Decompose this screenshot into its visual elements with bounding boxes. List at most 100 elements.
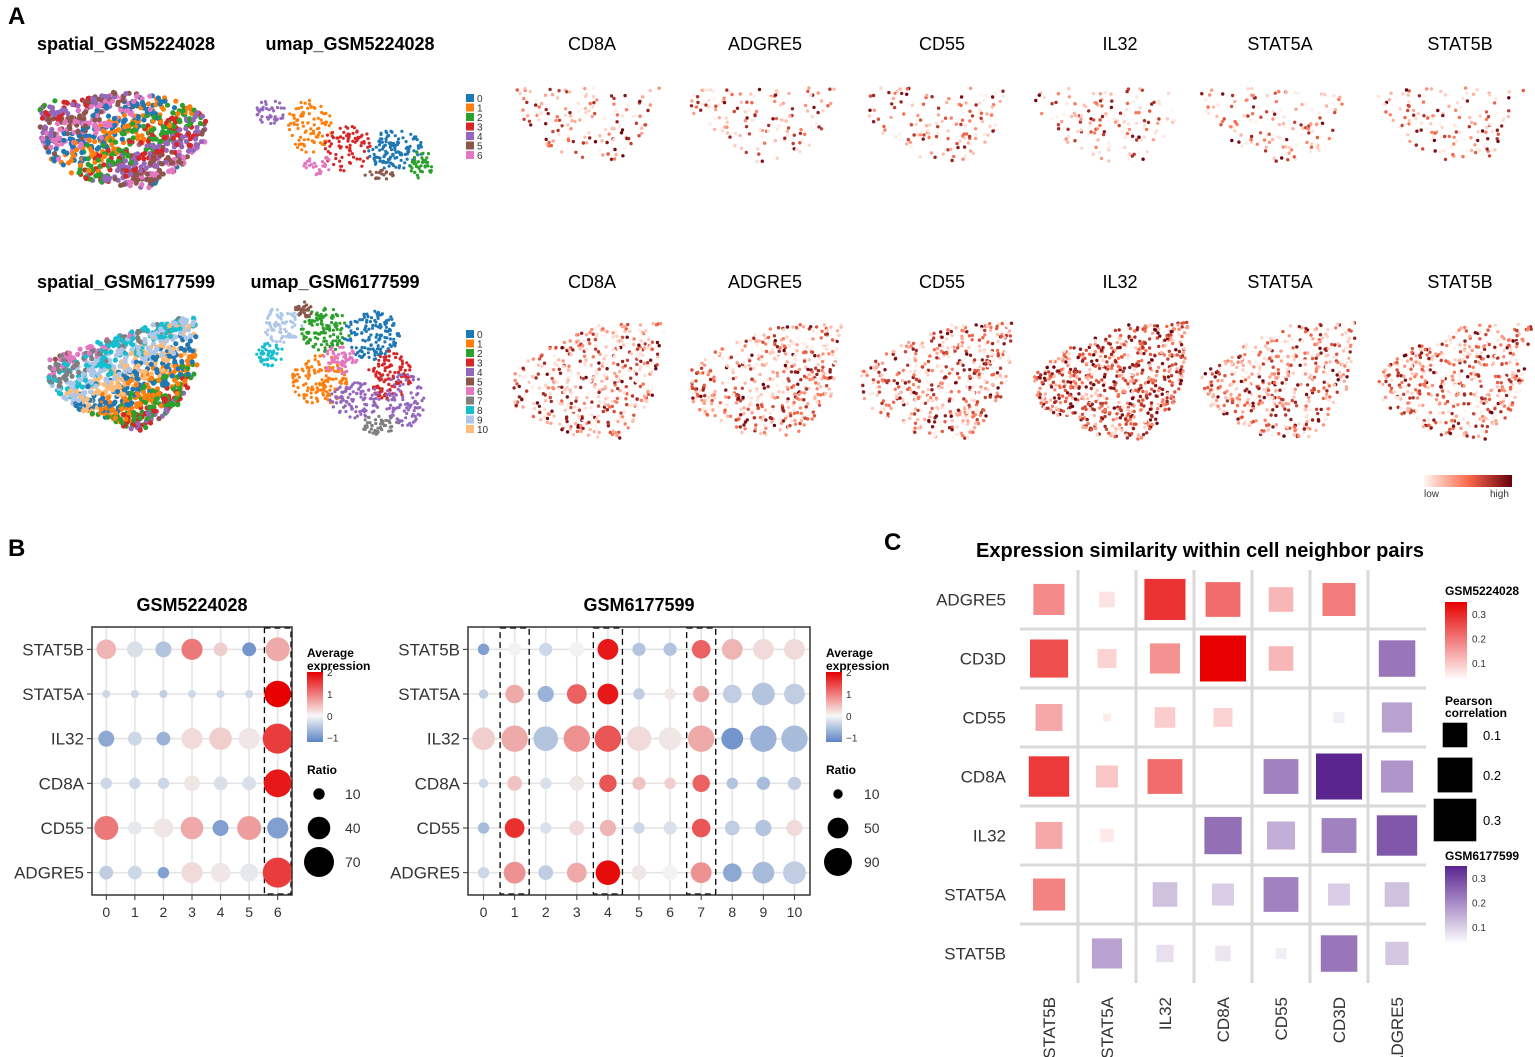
umap-cell [307,112,311,116]
expression-spot [571,139,575,144]
expression-spot [592,390,596,395]
expression-spot [583,363,587,367]
expression-spot [750,101,754,105]
expression-spot [951,436,955,440]
umap-cell [359,391,363,396]
umap-cell [372,366,376,370]
expression-spot [574,385,578,389]
expression-spot [925,93,929,98]
expression-spot [627,388,631,393]
umap-cell [334,347,338,351]
spatial-spot [80,127,86,133]
umap-cell [269,121,273,126]
spatial-spot [135,113,142,120]
umap-cell [384,177,389,181]
expression-spot [581,426,585,431]
umap-cell [372,152,376,156]
expression-spot [814,122,819,126]
spatial-spot [149,142,155,148]
expression-spot [578,347,583,351]
expression-spot [530,385,534,390]
expression-spot [739,100,743,105]
umap-cell [400,359,404,363]
umap-cell [412,401,416,405]
expression-spot [635,347,640,351]
spatial-spot [58,391,64,397]
spatial-spot [183,318,189,324]
expression-spot [566,133,570,138]
umap-cell [399,380,403,384]
expression-spot [693,387,697,391]
umap-cell [360,164,364,168]
expression-spot [712,127,717,132]
spatial-spot [132,411,138,417]
expression-spot [635,362,639,367]
umap-cell [275,117,279,121]
expression-spot [806,89,810,94]
expression-spot [882,124,886,129]
spatial-spot [120,391,126,397]
umap-cell [348,146,352,150]
umap-cell [355,327,359,331]
umap-cell [325,390,329,394]
expression-spot [530,374,535,379]
expression-spot [595,435,600,439]
expression-spot [595,429,599,434]
expression-spot [560,346,564,350]
expression-spot [771,377,775,382]
umap-cell [265,333,270,337]
expression-spot [642,394,647,398]
umap-cell [328,398,332,402]
expression-spot [591,355,595,359]
expression-spot [971,415,975,419]
expression-spot [879,410,883,415]
expression-spot [950,158,954,163]
expression-spot [920,365,925,369]
spatial-spot [145,101,152,107]
expression-spot [756,147,760,151]
expression-spot [761,382,765,387]
spatial-spot [61,394,67,400]
umap-cell [387,429,391,433]
expression-spot [964,101,968,105]
expression-spot [573,119,577,124]
expression-spot [604,353,608,358]
expression-spot [626,103,630,107]
expression-spot [900,91,904,96]
umap-cell [319,312,323,317]
expression-spot [814,366,818,370]
expression-spot [783,136,787,140]
expression-spot [566,403,570,407]
spatial-spot [151,114,157,120]
expression-spot [525,389,529,393]
spatial-spot [46,374,52,380]
umap-cell [398,367,402,371]
expression-spot [744,150,748,155]
umap-cell [378,322,382,327]
expression-spot [593,337,598,342]
spatial-spot [199,131,205,137]
expression-spot [578,359,582,363]
spatial-spot [126,402,132,408]
umap-cell [319,118,323,122]
expression-spot [521,376,525,380]
expression-spot [620,114,625,118]
umap-cell [380,396,384,400]
umap-cell [344,400,348,404]
expression-spot [956,145,960,150]
expression-spot [968,119,972,123]
expression-spot [828,87,832,91]
expression-spot [795,147,799,152]
umap-cell [377,371,382,375]
expression-spot [825,384,829,388]
expression-spot [696,364,701,368]
expression-spot [797,392,801,397]
expression-spot [624,385,628,389]
umap-cell [310,401,314,405]
expression-spot [828,368,832,372]
umap-cell [277,315,281,319]
expression-spot [801,325,806,329]
expression-spot [553,379,557,384]
umap-cell [297,106,301,110]
expression-spot [930,406,934,411]
